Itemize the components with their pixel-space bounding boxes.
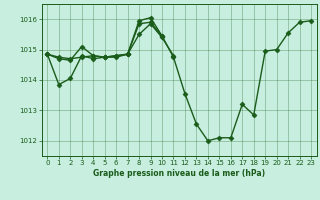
X-axis label: Graphe pression niveau de la mer (hPa): Graphe pression niveau de la mer (hPa) xyxy=(93,169,265,178)
